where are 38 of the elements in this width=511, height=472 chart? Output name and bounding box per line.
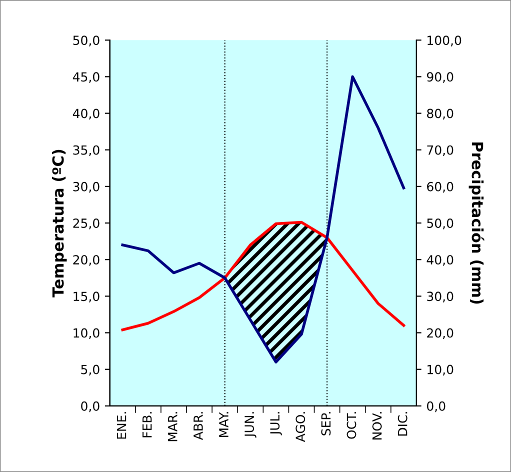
y2-tick-label: 20,0 [427, 328, 454, 339]
y2-tick-label: 10,0 [428, 364, 454, 376]
y-tick-label: 5,0 [81, 364, 100, 376]
y2-tick-label: 90,0 [426, 72, 454, 83]
x-tick-label: ENE. [116, 412, 126, 439]
y-tick-label: 45,0 [72, 72, 100, 83]
x-tick-label: MAY. [219, 412, 228, 437]
y2-tick-label: 60,0 [427, 182, 454, 193]
line-series [121, 75, 406, 364]
x-tick-label: AGO. [296, 412, 306, 442]
x-tick-label: SEP. [321, 412, 331, 436]
x-tick-label: NOV. [372, 412, 382, 440]
y2-tick-label: 50,0 [427, 218, 454, 230]
y-tick-label: 35,0 [73, 145, 100, 156]
y-tick-label: 30,0 [73, 182, 100, 193]
x-tick-label: FEB. [142, 412, 152, 438]
y2-tick-label: 0,0 [427, 401, 446, 412]
y2-tick-label: 70,0 [427, 145, 454, 156]
x-tick-label: DIC. [398, 412, 408, 436]
x-tick-label: MAR. [168, 412, 178, 442]
y-axis-title: Temperatura (ºC) [52, 150, 67, 298]
y-tick-label: 40,0 [72, 108, 100, 120]
y2-axis-title: Precipitación (mm) [468, 142, 484, 304]
y-tick-label: 20,0 [73, 255, 100, 266]
x-tick-label: ABR. [194, 412, 203, 440]
y-tick-label: 50,0 [73, 36, 100, 46]
y-tick-label: 0,0 [81, 401, 100, 412]
y-tick-label: 15,0 [74, 292, 100, 302]
x-tick-label: JUL. [270, 412, 282, 436]
y-tick-label: 10,0 [74, 328, 100, 339]
y2-tick-label: 40,0 [426, 255, 454, 266]
y2-tick-label: 80,0 [427, 108, 454, 120]
x-tick-label: JUN. [244, 412, 256, 438]
y2-tick-label: 30,0 [427, 292, 454, 302]
y2-tick-label: 100,0 [428, 36, 462, 46]
y-tick-label: 25,0 [73, 218, 100, 230]
line-series [121, 220, 406, 332]
x-tick-label: OCT. [346, 412, 356, 439]
